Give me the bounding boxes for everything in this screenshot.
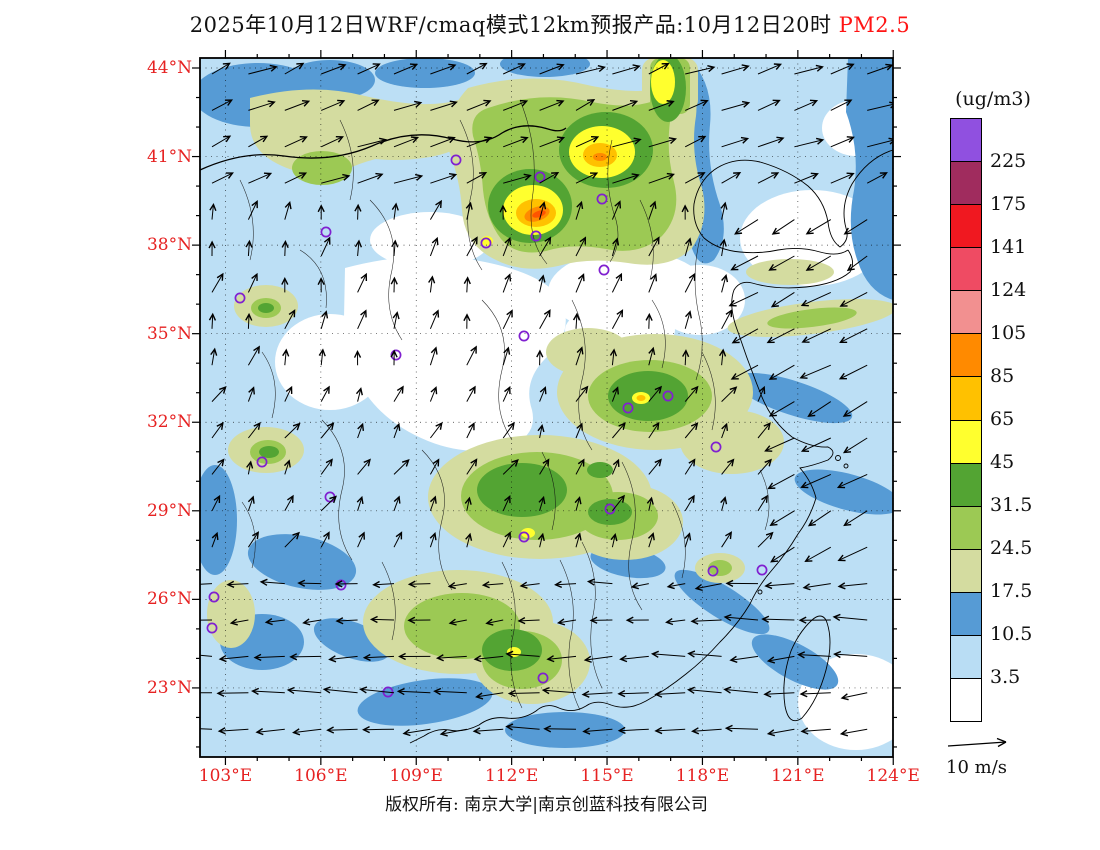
station-marker: [604, 503, 616, 515]
station-marker: [234, 292, 246, 304]
wind-reference-arrow-icon: [947, 737, 1007, 748]
colorbar-segment: [951, 291, 981, 335]
wind-reference: 10 m/s: [946, 736, 1066, 778]
colorbar-tick-label: 3.5: [990, 666, 1021, 688]
station-marker: [710, 441, 722, 453]
colorbar-tick-label: 24.5: [990, 537, 1033, 559]
lon-tick-label: 112°E: [484, 766, 539, 786]
lon-tick-label: 103°E: [198, 766, 253, 786]
colorbar-tick-label: 45: [990, 451, 1015, 473]
colorbar-segment: [951, 635, 981, 680]
station-marker: [598, 264, 610, 276]
colorbar-tick-label: 141: [990, 236, 1027, 258]
station-marker: [707, 565, 719, 577]
colorbar-segment: [951, 119, 981, 163]
station-marker: [518, 531, 530, 543]
station-marker: [480, 237, 492, 249]
station-marker: [206, 622, 218, 634]
station-marker: [596, 193, 608, 205]
lat-tick-label: 26°N: [146, 589, 192, 610]
chart-title: 2025年10月12日WRF/cmaq模式12km预报产品:10月12日20时 …: [0, 9, 1100, 39]
colorbar-segment: [951, 549, 981, 593]
station-marker: [622, 402, 634, 414]
station-marker: [208, 591, 220, 603]
colorbar-tick-label: 10.5: [990, 623, 1033, 645]
colorbar: [950, 118, 982, 722]
lon-tick-label: 106°E: [294, 766, 348, 786]
wind-vectors: [200, 62, 893, 737]
lat-tick-label: 44°N: [146, 58, 192, 78]
lat-tick-label: 23°N: [146, 677, 192, 698]
station-marker: [756, 564, 768, 576]
station-marker: [450, 154, 462, 166]
map-border: [199, 57, 894, 758]
station-marker: [518, 330, 530, 342]
lon-tick-label: 109°E: [389, 766, 443, 786]
colorbar-segment: [951, 248, 981, 292]
lon-tick-label: 115°E: [580, 766, 634, 786]
lat-axis-labels: 44°N 41°N 38°N 35°N 32°N 29°N 26°N 23°N: [128, 0, 192, 850]
colorbar-tick-label: 17.5: [990, 580, 1033, 602]
colorbar-labels: 225 175 141 124 105 85 65 45 31.5 24.5 17.5 10.5 3.5: [990, 118, 1060, 720]
lon-tick-label: 118°E: [675, 766, 730, 786]
colorbar-segment: [951, 506, 981, 550]
colorbar-bar: [951, 119, 981, 722]
lon-tick-label: 124°E: [866, 766, 920, 786]
title-main: 2025年10月12日WRF/cmaq模式12km预报产品:10月12日20时: [189, 13, 832, 37]
colorbar-segment: [951, 592, 981, 636]
lat-tick-label: 41°N: [146, 146, 192, 167]
colorbar-tick-label: 124: [990, 279, 1027, 301]
lon-tick-label: 121°E: [771, 766, 825, 786]
colorbar-tick-label: 175: [990, 193, 1027, 215]
lat-tick-label: 32°N: [146, 412, 192, 433]
wind-reference-label: 10 m/s: [946, 757, 1007, 778]
station-marker: [662, 390, 674, 402]
lon-axis-labels: 103°E 106°E 109°E 112°E 115°E 118°E 121°E 124°E: [0, 765, 1100, 791]
lat-tick-label: 29°N: [146, 500, 192, 521]
colorbar-segment: [951, 334, 981, 378]
footer-credit: 版权所有: 南京大学|南京创蓝科技有限公司: [385, 795, 708, 815]
station-marker: [537, 672, 549, 684]
colorbar-segment: [951, 420, 981, 464]
lat-tick-label: 38°N: [146, 235, 192, 256]
colorbar-segment: [951, 679, 981, 722]
colorbar-tick-label: 85: [990, 365, 1015, 387]
colorbar-segment: [951, 162, 981, 206]
station-marker: [530, 230, 542, 242]
province-borders: [239, 99, 770, 711]
pm25-field: [200, 58, 893, 757]
colorbar-tick-label: 31.5: [990, 494, 1033, 516]
axis-ticks: [192, 50, 901, 765]
colorbar-unit-label: (ug/m3): [955, 88, 1031, 110]
title-pollutant: PM2.5: [838, 13, 911, 37]
colorbar-segment: [951, 463, 981, 507]
colorbar-tick-label: 105: [990, 322, 1027, 344]
colorbar-segment: [951, 377, 981, 421]
colorbar-tick-label: 65: [990, 408, 1015, 430]
lat-tick-label: 35°N: [146, 323, 192, 344]
colorbar-segment: [951, 205, 981, 249]
station-marker: [256, 456, 268, 468]
colorbar-tick-label: 225: [990, 150, 1027, 172]
station-marker: [534, 171, 546, 183]
